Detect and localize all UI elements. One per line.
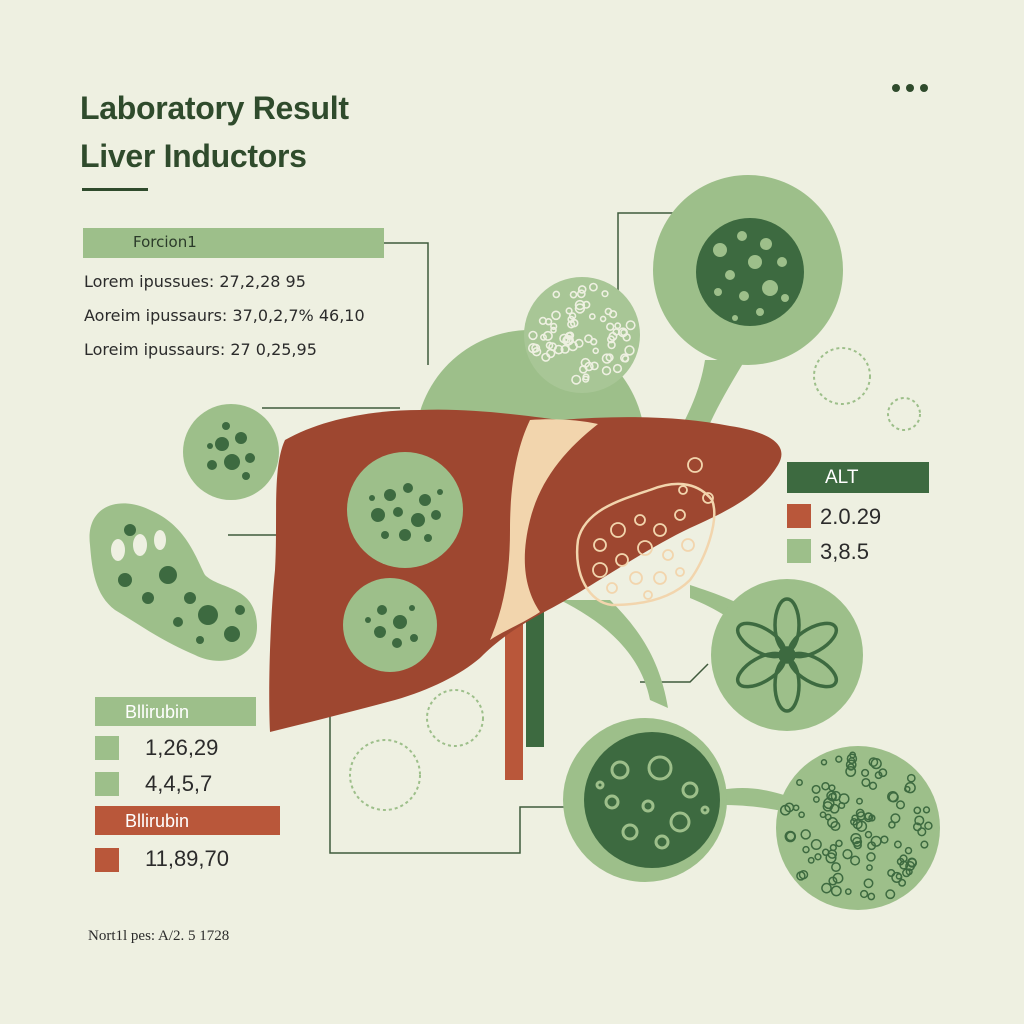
small-cluster-4 (349, 739, 421, 811)
fraction-row-3: Loreim ipussaurs: 27 0,25,95 (84, 340, 317, 359)
footnote: Nort1l pes: A/2. 5 1728 (88, 928, 230, 944)
title-underline (82, 188, 148, 191)
alt-swatch-rust (787, 504, 811, 528)
top-cell-stem (680, 360, 745, 435)
alt-value-2: 3,8.5 (820, 539, 869, 564)
fraction-row-2: Aoreim ipussaurs: 37,0,2,7% 46,10 (84, 306, 365, 325)
alt-value-1: 2.0.29 (820, 504, 882, 529)
bilirubin-label-bar-2: Bllirubin (95, 806, 280, 835)
bilirubin-value-1: 1,26,29 (145, 735, 219, 760)
bilirubin-label-2: Bllirubin (125, 811, 190, 831)
bilirubin-value-3: 11,89,70 (145, 846, 230, 871)
bilirubin-label-1: Bllirubin (125, 702, 190, 722)
page-title-line2: Liver Inductors (80, 138, 307, 174)
more-dots-icon[interactable] (892, 80, 938, 96)
liver-lobule-2 (343, 578, 437, 672)
right-stems (560, 600, 668, 708)
alt-swatch-green (787, 539, 811, 563)
liver-fissure (490, 419, 598, 640)
bilirubin-swatch-1 (95, 736, 119, 760)
hepatic-cluster (575, 482, 716, 607)
vessel-green (526, 610, 544, 747)
small-cluster-2 (887, 397, 921, 431)
vessel-rust (505, 620, 523, 780)
small-cluster-1 (813, 347, 871, 405)
bilirubin-value-2: 4,4,5,7 (145, 771, 213, 796)
ring-cell-nucleus (584, 732, 720, 868)
alt-label: ALT (825, 467, 859, 488)
bilirubin-swatch-3 (95, 848, 119, 872)
left-cell (183, 404, 279, 500)
bilirubin-swatch-2 (95, 772, 119, 796)
fraction-label-bar: Forcion1 (83, 228, 384, 258)
small-cluster-3 (426, 689, 484, 747)
fraction-row-1: Lorem ipussues: 27,2,28 95 (84, 272, 306, 291)
top-cell-nucleus (696, 218, 804, 326)
alt-label-bar: ALT (787, 462, 929, 493)
page-title-line1: Laboratory Result (80, 90, 349, 126)
dotted-cluster (524, 277, 640, 393)
liver-lobule-1 (347, 452, 463, 568)
fraction-label: Forcion1 (133, 233, 197, 251)
flower-petals (735, 597, 839, 713)
bilirubin-label-bar-1: Bllirubin (95, 697, 256, 726)
